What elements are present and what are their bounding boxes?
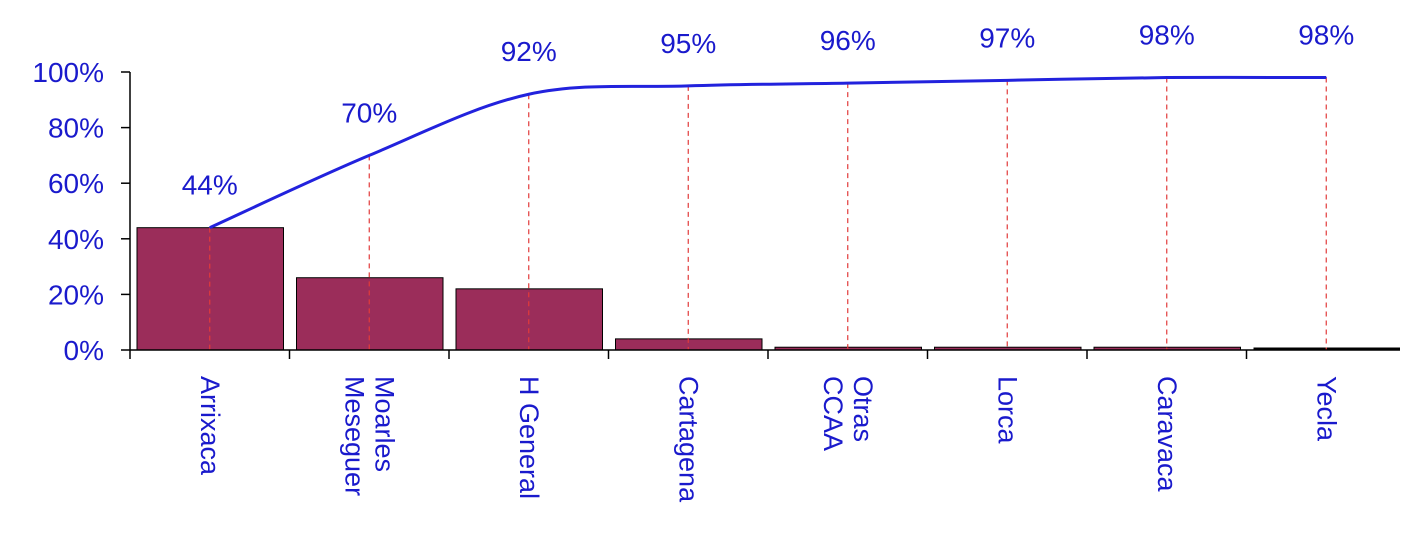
category-label: Otras bbox=[848, 376, 878, 442]
cumulative-label: 44% bbox=[182, 170, 238, 201]
cumulative-label: 70% bbox=[341, 97, 397, 128]
y-tick-label: 60% bbox=[48, 168, 104, 199]
category-label: Cartagena bbox=[673, 376, 703, 503]
category-label: H General bbox=[514, 376, 544, 499]
category-label: CCAA bbox=[818, 376, 848, 451]
line-point bbox=[1006, 79, 1008, 81]
line-point bbox=[1325, 77, 1327, 79]
category-label: Lorca bbox=[992, 376, 1022, 445]
cumulative-label: 96% bbox=[820, 25, 876, 56]
drop-lines bbox=[209, 77, 1327, 350]
line-point bbox=[209, 227, 211, 229]
y-tick-label: 80% bbox=[48, 113, 104, 144]
line-point bbox=[1166, 77, 1168, 79]
bars bbox=[136, 227, 1400, 351]
y-tick-label: 40% bbox=[48, 224, 104, 255]
y-tick-label: 0% bbox=[64, 335, 104, 366]
category-label: Yecla bbox=[1311, 376, 1341, 442]
cumulative-label: 97% bbox=[979, 22, 1035, 53]
cumulative-line-series bbox=[209, 75, 1327, 230]
category-label: Meseguer bbox=[339, 376, 369, 496]
x-axis bbox=[129, 349, 1400, 359]
y-tick-label: 20% bbox=[48, 279, 104, 310]
line-point bbox=[528, 93, 530, 95]
category-label: Moarles bbox=[369, 376, 399, 472]
category-label: Caravaca bbox=[1152, 376, 1182, 493]
cumulative-line bbox=[209, 75, 1327, 230]
y-tick-label: 100% bbox=[32, 57, 104, 88]
cumulative-label: 92% bbox=[501, 36, 557, 67]
cumulative-label: 95% bbox=[660, 28, 716, 59]
cumulative-label: 98% bbox=[1298, 20, 1354, 51]
cumulative-labels: 44% 70% 92% 95% 96% 97% 98% 98% bbox=[182, 20, 1355, 201]
line-point bbox=[368, 154, 370, 156]
y-axis: 0% 20% 40% 60% 80% 100% bbox=[32, 57, 131, 366]
category-label: Arrixaca bbox=[195, 376, 225, 476]
line-point bbox=[687, 85, 689, 87]
line-point bbox=[847, 82, 849, 84]
cumulative-label: 98% bbox=[1139, 20, 1195, 51]
